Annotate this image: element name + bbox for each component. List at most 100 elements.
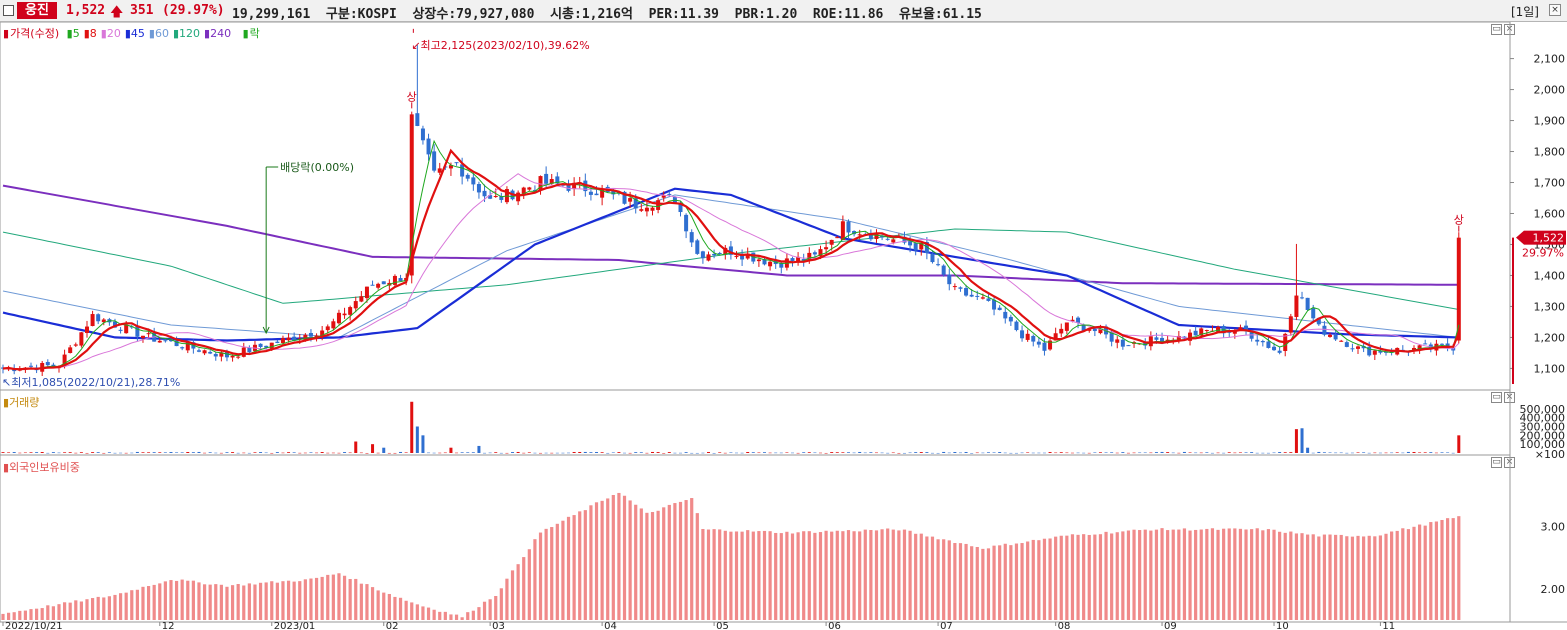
- foreign-ratio-bar: [566, 516, 571, 620]
- stock-name[interactable]: 웅진: [17, 2, 57, 19]
- foreign-ratio-bar: [790, 533, 795, 620]
- candle-body: [964, 288, 969, 296]
- foreign-ratio-bar: [796, 532, 800, 620]
- short-moving-averages: [2, 139, 1460, 371]
- candle-body: [689, 232, 694, 243]
- candle-body: [919, 242, 924, 250]
- foreign-ratio-bar: [303, 579, 307, 620]
- volume-bar: [723, 452, 727, 454]
- foreign-ratio-bar: [219, 584, 223, 620]
- volume-bar: [483, 452, 487, 454]
- foreign-ratio-bar: [404, 600, 408, 620]
- volume-bar: [35, 452, 39, 453]
- foreign-ratio-bar: [986, 548, 991, 620]
- volume-bar: [382, 447, 386, 453]
- foreign-ratio-bar: [639, 508, 643, 620]
- foreign-ratio-bar: [1154, 529, 1159, 620]
- stock-info-summary: 19,299,161 구분:KOSPI 상장수:79,927,080 시총:1,…: [232, 7, 982, 22]
- foreign-ratio-bar: [130, 590, 134, 620]
- foreign-ratio-bar: [533, 539, 537, 620]
- candle-body: [1255, 339, 1260, 342]
- limit-up-marker: 상: [407, 90, 417, 103]
- volume-bar: [561, 452, 565, 454]
- foreign-ratio-bar: [1126, 530, 1131, 620]
- candle-body: [213, 353, 218, 357]
- volume-bar: [191, 452, 195, 453]
- foreign-ratio-bar: [930, 536, 935, 620]
- volume-bar: [746, 452, 750, 453]
- candle-body: [611, 190, 616, 195]
- price-change-percent: (29.97%): [162, 3, 225, 18]
- candle-body: [415, 113, 420, 126]
- candle-body: [420, 128, 425, 141]
- date-tick-label: 06: [828, 621, 841, 630]
- foreign-ratio-bar: [617, 492, 621, 620]
- candle-body: [476, 184, 481, 193]
- foreign-ratio-bar: [678, 501, 683, 620]
- volume-bar: [1261, 452, 1265, 454]
- volume-bar: [902, 452, 906, 454]
- volume-bar: [169, 452, 173, 453]
- foreign-ratio-bar: [113, 594, 117, 620]
- foreign-ratio-bar: [102, 597, 106, 620]
- volume-bar: [236, 452, 240, 454]
- foreign-ratio-bar: [342, 575, 347, 620]
- volume-bars: [1, 401, 1461, 454]
- select-checkbox[interactable]: [3, 5, 14, 16]
- volume-bar: [1154, 452, 1158, 453]
- foreign-ratio-bar: [953, 542, 957, 620]
- candle-body: [460, 164, 465, 177]
- volume-bar: [1104, 452, 1108, 453]
- volume-bar: [516, 451, 520, 453]
- volume-bar: [695, 452, 699, 454]
- volume-bar: [1216, 452, 1220, 454]
- candle-body: [790, 258, 795, 261]
- volume-bar: [930, 452, 934, 454]
- volume-bar: [527, 452, 531, 453]
- foreign-ratio-bar: [600, 500, 604, 620]
- volume-bar: [1446, 452, 1450, 453]
- candle-body: [678, 203, 683, 213]
- stock-chart[interactable]: 2,1002,0001,9001,8001,7001,6001,5001,400…: [0, 22, 1567, 630]
- candle-body: [1160, 337, 1165, 344]
- foreign-ratio-bar: [830, 531, 834, 620]
- volume-bar: [1317, 451, 1321, 453]
- foreign-ratio-bar: [992, 545, 996, 620]
- candle-body: [521, 187, 526, 194]
- foreign-ratio-bar: [169, 580, 173, 620]
- foreign-ratio-bar: [118, 593, 123, 620]
- volume-bar: [600, 452, 604, 453]
- candle-body: [1143, 342, 1148, 346]
- candle-body: [196, 350, 201, 352]
- candlesticks: [1, 45, 1461, 377]
- volume-bar: [68, 452, 72, 453]
- volume-bar: [925, 452, 929, 453]
- volume-bar: [1384, 452, 1388, 454]
- foreign-ratio-bar: [1423, 525, 1427, 620]
- volume-bar: [197, 451, 201, 453]
- foreign-ratio-bar: [309, 578, 313, 620]
- foreign-ratio-bar: [174, 580, 179, 620]
- volume-bar: [1306, 447, 1310, 453]
- foreign-ratio-bar: [1317, 536, 1321, 620]
- close-icon[interactable]: ×: [1549, 4, 1561, 16]
- candle-body: [667, 193, 672, 195]
- volume-bar: [85, 452, 89, 454]
- volume-bar: [874, 452, 878, 454]
- candle-body: [555, 176, 560, 184]
- volume-bar: [1121, 452, 1125, 453]
- candle-body: [544, 173, 549, 184]
- volume-bar: [253, 452, 257, 453]
- volume-bar: [1222, 452, 1226, 454]
- candle-body: [706, 254, 711, 261]
- candle-body: [835, 237, 840, 239]
- candle-body: [650, 207, 655, 211]
- axis-labels: 2,1002,0001,9001,8001,7001,6001,5001,400…: [2, 53, 1565, 630]
- candle-body: [73, 344, 78, 346]
- foreign-ratio-bar: [1356, 535, 1360, 620]
- volume-bar: [595, 452, 599, 453]
- candle-body: [980, 297, 985, 299]
- volume-bar: [1020, 452, 1024, 454]
- period-selector[interactable]: [1일]: [1510, 5, 1539, 19]
- volume-bar: [1166, 452, 1170, 453]
